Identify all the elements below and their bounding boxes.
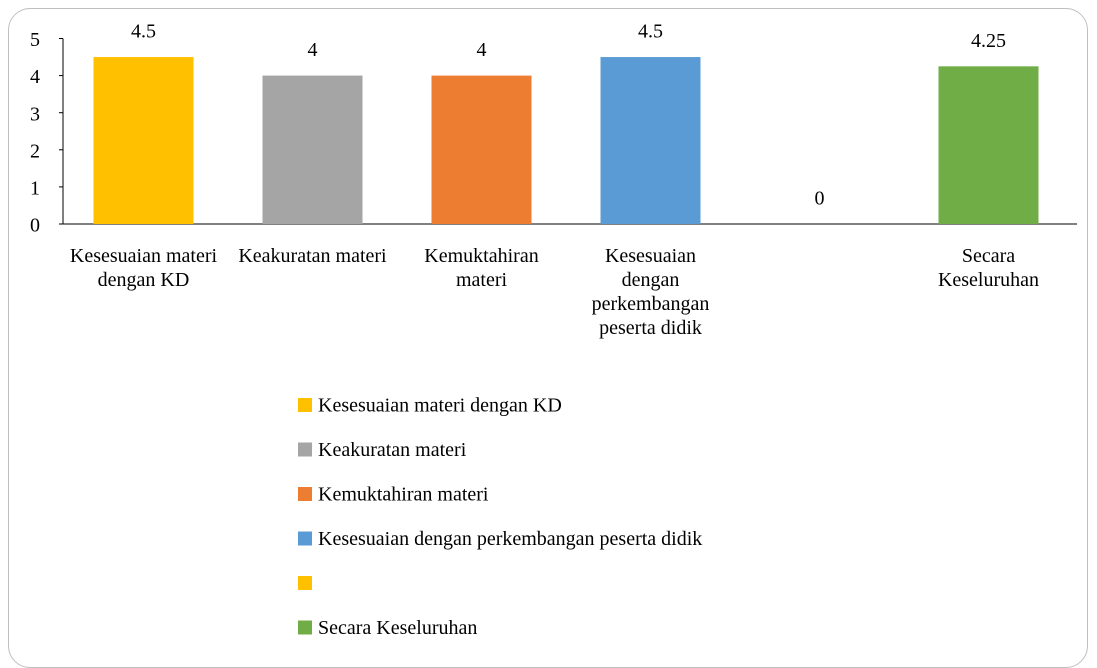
x-tick-label: Kesesuaian dengan perkembangan peserta d… xyxy=(591,245,710,339)
legend-label: Kemuktahiran materi xyxy=(318,484,489,506)
legend-swatch xyxy=(298,531,312,546)
x-tick-label: Keakuratan materi xyxy=(238,245,387,267)
legend-swatch xyxy=(298,576,312,590)
bar xyxy=(938,66,1039,224)
legend-swatch xyxy=(298,398,312,412)
data-label: 0 xyxy=(815,188,825,210)
legend-label: Keakuratan materi xyxy=(318,439,467,461)
y-tick-label: 1 xyxy=(30,177,40,199)
x-tick-label: Kemuktahiran materi xyxy=(424,245,539,291)
y-tick-label: 2 xyxy=(30,140,40,162)
legend-label: Kesesuaian materi dengan KD xyxy=(318,395,562,417)
data-label: 4 xyxy=(308,39,318,61)
legend-swatch xyxy=(298,487,312,501)
bar xyxy=(93,57,194,224)
legend-label: Kesesuaian dengan perkembangan peserta d… xyxy=(318,528,702,550)
bar xyxy=(262,75,363,224)
y-tick-label: 5 xyxy=(30,29,40,51)
legend-swatch xyxy=(298,620,312,635)
legend-swatch xyxy=(298,442,312,457)
data-label: 4.5 xyxy=(131,21,156,43)
y-tick-label: 4 xyxy=(30,66,40,88)
data-label: 4.5 xyxy=(638,21,663,43)
legend-label: Secara Keseluruhan xyxy=(318,617,477,639)
data-label: 4.25 xyxy=(971,30,1006,52)
x-tick-label: Secara Keseluruhan xyxy=(937,245,1040,291)
bar xyxy=(600,57,701,224)
x-tick-label: Kesesuaian materi dengan KD xyxy=(69,245,218,291)
y-tick-label: 3 xyxy=(30,103,40,125)
data-label: 4 xyxy=(477,39,487,61)
y-tick-label: 0 xyxy=(30,215,40,237)
bar xyxy=(431,75,532,224)
